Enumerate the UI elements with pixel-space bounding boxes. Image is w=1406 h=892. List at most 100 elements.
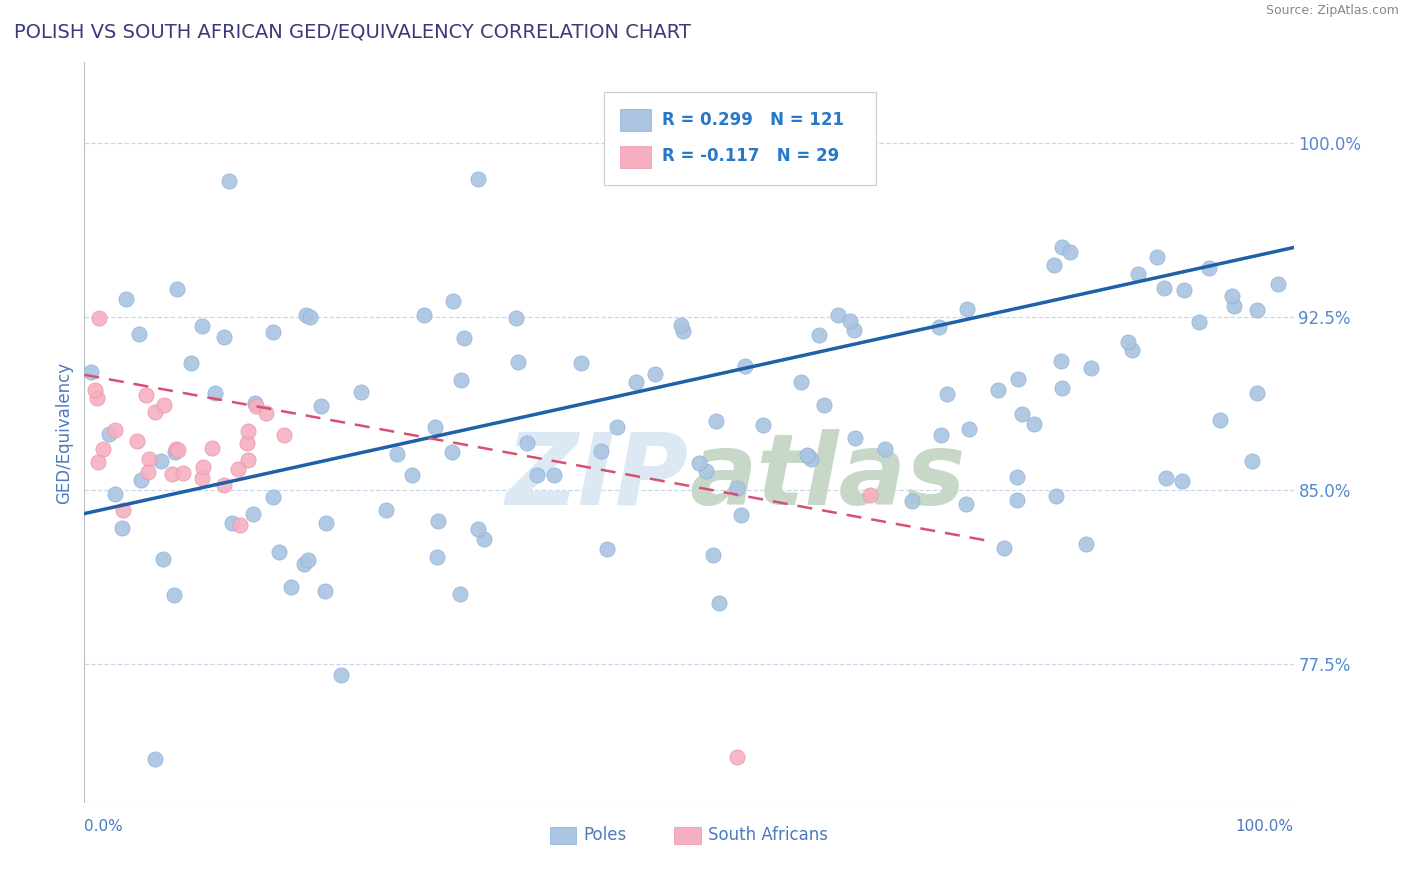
Text: ZIP: ZIP [506,428,689,525]
Point [516,435,538,450]
Point [180,356,202,370]
Point [191,460,214,475]
Point [350,384,373,399]
Point [229,518,252,533]
Point [1045,489,1067,503]
Point [86,391,108,405]
Text: Poles: Poles [583,826,627,845]
Point [262,325,284,339]
Point [752,417,775,432]
Point [706,414,728,428]
Point [707,596,730,610]
FancyBboxPatch shape [620,109,651,131]
FancyBboxPatch shape [605,92,876,185]
Point [245,399,267,413]
Point [928,320,950,334]
Point [152,398,174,412]
Point [163,444,186,458]
Point [1267,277,1289,291]
Point [1011,407,1033,421]
Point [1076,537,1098,551]
Point [242,507,264,521]
Point [204,386,226,401]
Point [1043,258,1066,272]
Point [1153,281,1175,295]
Point [453,331,475,345]
Point [423,420,446,434]
Point [1209,413,1232,427]
Point [111,502,134,516]
Point [449,587,471,601]
Point [226,462,249,476]
Point [1022,417,1045,431]
Point [644,367,666,381]
Point [474,532,496,546]
Point [1005,470,1028,484]
FancyBboxPatch shape [620,146,651,169]
Point [1080,361,1102,376]
Point [672,324,695,338]
Point [1146,250,1168,264]
Point [1156,471,1178,485]
Point [1007,372,1029,386]
Point [1049,354,1071,368]
Point [569,356,592,370]
Point [214,329,236,343]
Point [441,293,464,308]
Point [125,434,148,449]
Point [143,405,166,419]
Point [1059,245,1081,260]
Point [1246,302,1268,317]
Point [111,521,134,535]
Point [262,491,284,505]
Point [441,445,464,459]
Point [900,493,922,508]
Point [1188,315,1211,329]
Point [1005,492,1028,507]
Point [1246,386,1268,401]
Point [128,327,150,342]
Text: 100.0%: 100.0% [1236,819,1294,834]
Point [93,442,115,457]
Point [526,467,548,482]
Point [280,580,302,594]
Point [725,749,748,764]
Point [104,423,127,437]
Point [450,373,472,387]
Point [256,406,278,420]
Point [935,387,957,401]
Point [591,443,613,458]
Point [800,451,823,466]
Point [993,541,1015,555]
Point [311,399,333,413]
Point [702,549,724,563]
Point [87,455,110,469]
Point [201,442,224,456]
Point [1121,343,1143,358]
Point [295,308,318,322]
Point [1198,260,1220,275]
Point [426,514,449,528]
Point [987,383,1010,397]
Point [859,488,882,502]
Point [730,508,752,523]
Point [425,549,447,564]
Point [813,398,835,412]
Point [1171,474,1194,488]
Point [273,428,295,442]
Point [87,310,110,325]
Point [374,503,396,517]
Point [150,454,173,468]
Point [467,522,489,536]
Point [129,473,152,487]
Point [807,327,830,342]
Point [797,449,820,463]
Text: R = -0.117   N = 29: R = -0.117 N = 29 [662,147,839,165]
Point [1240,454,1263,468]
Point [1116,335,1139,350]
Point [1126,267,1149,281]
Point [725,481,748,495]
Point [959,422,981,436]
Point [844,431,866,445]
Point [163,589,186,603]
